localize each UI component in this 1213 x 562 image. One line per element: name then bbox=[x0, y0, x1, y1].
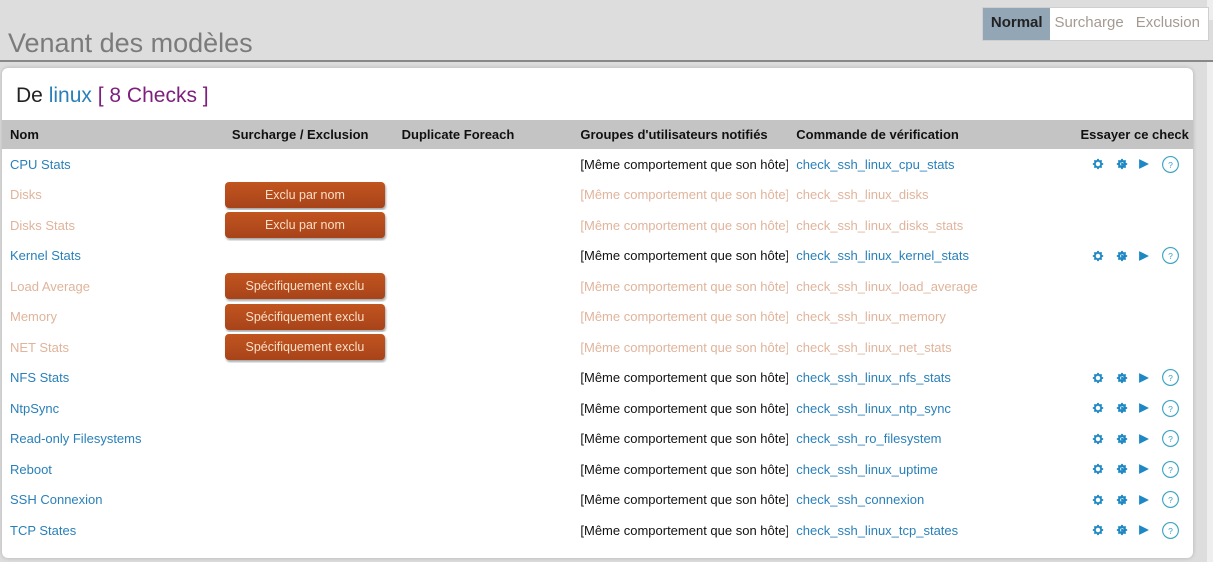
svg-text:?: ? bbox=[1169, 526, 1174, 536]
svg-text:?: ? bbox=[1169, 160, 1174, 170]
svg-text:?: ? bbox=[1169, 251, 1174, 261]
svg-text:?: ? bbox=[1169, 495, 1174, 505]
svg-text:?: ? bbox=[1169, 434, 1174, 444]
svg-text:?: ? bbox=[1169, 404, 1174, 414]
svg-text:?: ? bbox=[1169, 465, 1174, 475]
svg-text:?: ? bbox=[1169, 373, 1174, 383]
